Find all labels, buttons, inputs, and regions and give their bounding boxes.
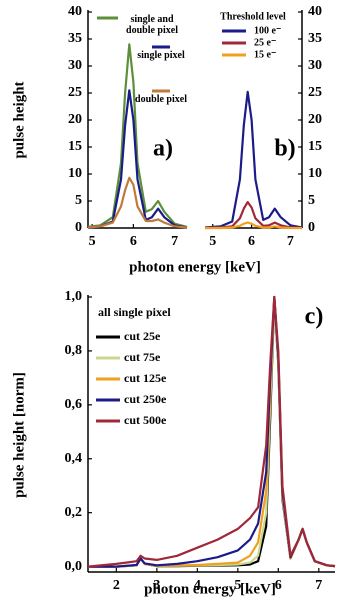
- x-tick-label: 6: [130, 234, 137, 249]
- y-tick-label: 15: [308, 139, 322, 154]
- legend-label: single pixel: [137, 50, 185, 61]
- legend-label: double pixel: [135, 94, 187, 105]
- y-tick-label: 25: [308, 85, 322, 100]
- y-tick-label: 0,8: [65, 343, 83, 358]
- y-tick-label: 0,6: [65, 397, 83, 412]
- y-tick-label: 20: [68, 112, 82, 127]
- y-tick-label: 40: [68, 4, 82, 19]
- y-tick-label: 20: [308, 112, 322, 127]
- legend-label: 100 e⁻: [254, 25, 281, 36]
- series-line: [204, 90, 303, 229]
- y-tick-label: 25: [68, 85, 82, 100]
- x-tick-label: 6: [248, 234, 255, 249]
- panel-label: a): [153, 136, 173, 162]
- x-tick-label: 7: [315, 578, 322, 593]
- legend-label: 15 e⁻: [254, 49, 276, 60]
- y-tick-label: 35: [308, 31, 322, 46]
- legend-label: cut 75e: [124, 350, 161, 364]
- x-tick-label: 5: [209, 234, 216, 249]
- y-tick-label: 5: [75, 193, 82, 208]
- series-line: [87, 43, 188, 228]
- y-tick-label: 0: [75, 220, 82, 235]
- y-tick-label: 0: [308, 220, 315, 235]
- x-tick-label: 4: [194, 578, 201, 593]
- y-tick-label: 30: [308, 58, 322, 73]
- y-tick-label: 0,2: [65, 505, 83, 520]
- y-tick-label: 35: [68, 31, 82, 46]
- y-tick-label: 1,0: [65, 289, 83, 304]
- y-axis-label: pulse height: [11, 81, 27, 158]
- x-tick-label: 5: [234, 578, 241, 593]
- x-tick-label: 3: [153, 578, 160, 593]
- x-tick-label: 7: [171, 234, 178, 249]
- y-tick-label: 0,4: [65, 451, 83, 466]
- x-tick-label: 6: [275, 578, 282, 593]
- legend-label: cut 125e: [124, 371, 167, 385]
- legend-title: all single pixel: [98, 305, 171, 319]
- legend-label: 25 e⁻: [254, 37, 276, 48]
- y-tick-label: 10: [308, 166, 322, 181]
- y-axis-label: pulse height [norm]: [11, 372, 27, 498]
- legend-label: cut 250e: [124, 392, 167, 406]
- legend-label: cut 25e: [124, 329, 161, 343]
- x-tick-label: 2: [113, 578, 120, 593]
- x-tick-label: 5: [89, 234, 96, 249]
- y-tick-label: 30: [68, 58, 82, 73]
- legend-label: cut 500e: [124, 413, 167, 427]
- y-tick-label: 0,0: [65, 559, 83, 574]
- y-tick-label: 15: [68, 139, 82, 154]
- series-line: [87, 176, 188, 229]
- x-axis-label: photon energy [keV]: [129, 259, 261, 275]
- series-line: [204, 201, 303, 230]
- series-line: [87, 295, 336, 568]
- x-axis-label: photon energy [keV]: [144, 581, 276, 597]
- y-tick-label: 5: [308, 193, 315, 208]
- y-tick-label: 40: [308, 4, 322, 19]
- y-tick-label: 10: [68, 166, 82, 181]
- series-line: [205, 221, 302, 230]
- panel-label: c): [305, 304, 324, 330]
- panel-label: b): [274, 136, 295, 162]
- legend-title: Threshold level: [220, 11, 286, 22]
- legend-label: single and double pixel: [126, 14, 178, 36]
- x-tick-label: 7: [287, 234, 294, 249]
- series-line: [87, 89, 188, 229]
